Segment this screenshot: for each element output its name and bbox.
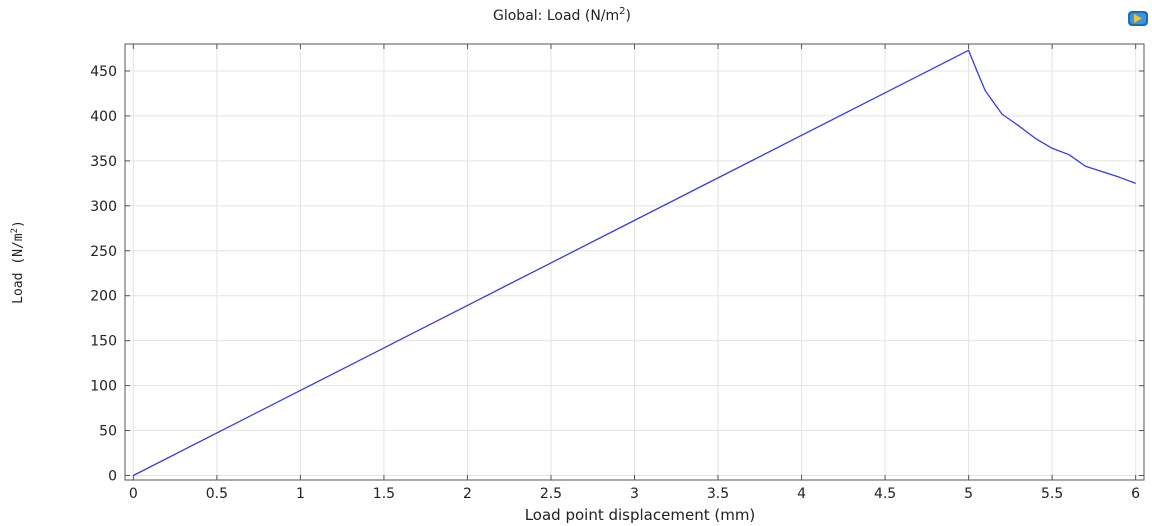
series-line-layer: [133, 49, 1136, 477]
y-tick-label: 50: [99, 424, 117, 440]
x-tick-label: 0.5: [206, 486, 228, 502]
axes: 0 0.5 1 1.5 2 2.5 3 3.5 4 4.5 5 5.5 6 0 50 100 150 200 250…: [90, 43, 1145, 502]
x-tick-label: 1.5: [373, 486, 395, 502]
x-axis-title: Load point displacement (mm): [525, 506, 756, 524]
y-axis-title: Load (N/m2): [10, 220, 26, 304]
y-tick-label: 300: [90, 199, 117, 215]
x-tick-label: 2.5: [540, 486, 562, 502]
x-tick-label: 3.5: [707, 486, 729, 502]
x-tick-label: 4.5: [874, 486, 896, 502]
x-tick-label: 0: [129, 486, 138, 502]
x-tick-label: 5: [964, 486, 973, 502]
y-tick-label: 400: [90, 109, 117, 125]
y-tick-label: 250: [90, 244, 117, 260]
grid: [125, 44, 1144, 480]
y-tick-label: 0: [108, 469, 117, 485]
x-tick-label: 6: [1131, 486, 1140, 502]
x-tick-label: 4: [797, 486, 806, 502]
x-tick-label: 1: [296, 486, 305, 502]
y-tick-label: 200: [90, 289, 117, 305]
x-tick-label: 2: [463, 486, 472, 502]
y-tick-label: 100: [90, 379, 117, 395]
y-tick-label: 450: [90, 64, 117, 80]
camera-icon[interactable]: [1128, 11, 1148, 26]
x-tick-label: 3: [630, 486, 639, 502]
series-line: [133, 49, 1136, 477]
y-tick-label: 150: [90, 334, 117, 350]
x-tick-label: 5.5: [1041, 486, 1063, 502]
chart-title: Global: Load (N/m2): [493, 6, 631, 24]
y-tick-label: 350: [90, 154, 117, 170]
